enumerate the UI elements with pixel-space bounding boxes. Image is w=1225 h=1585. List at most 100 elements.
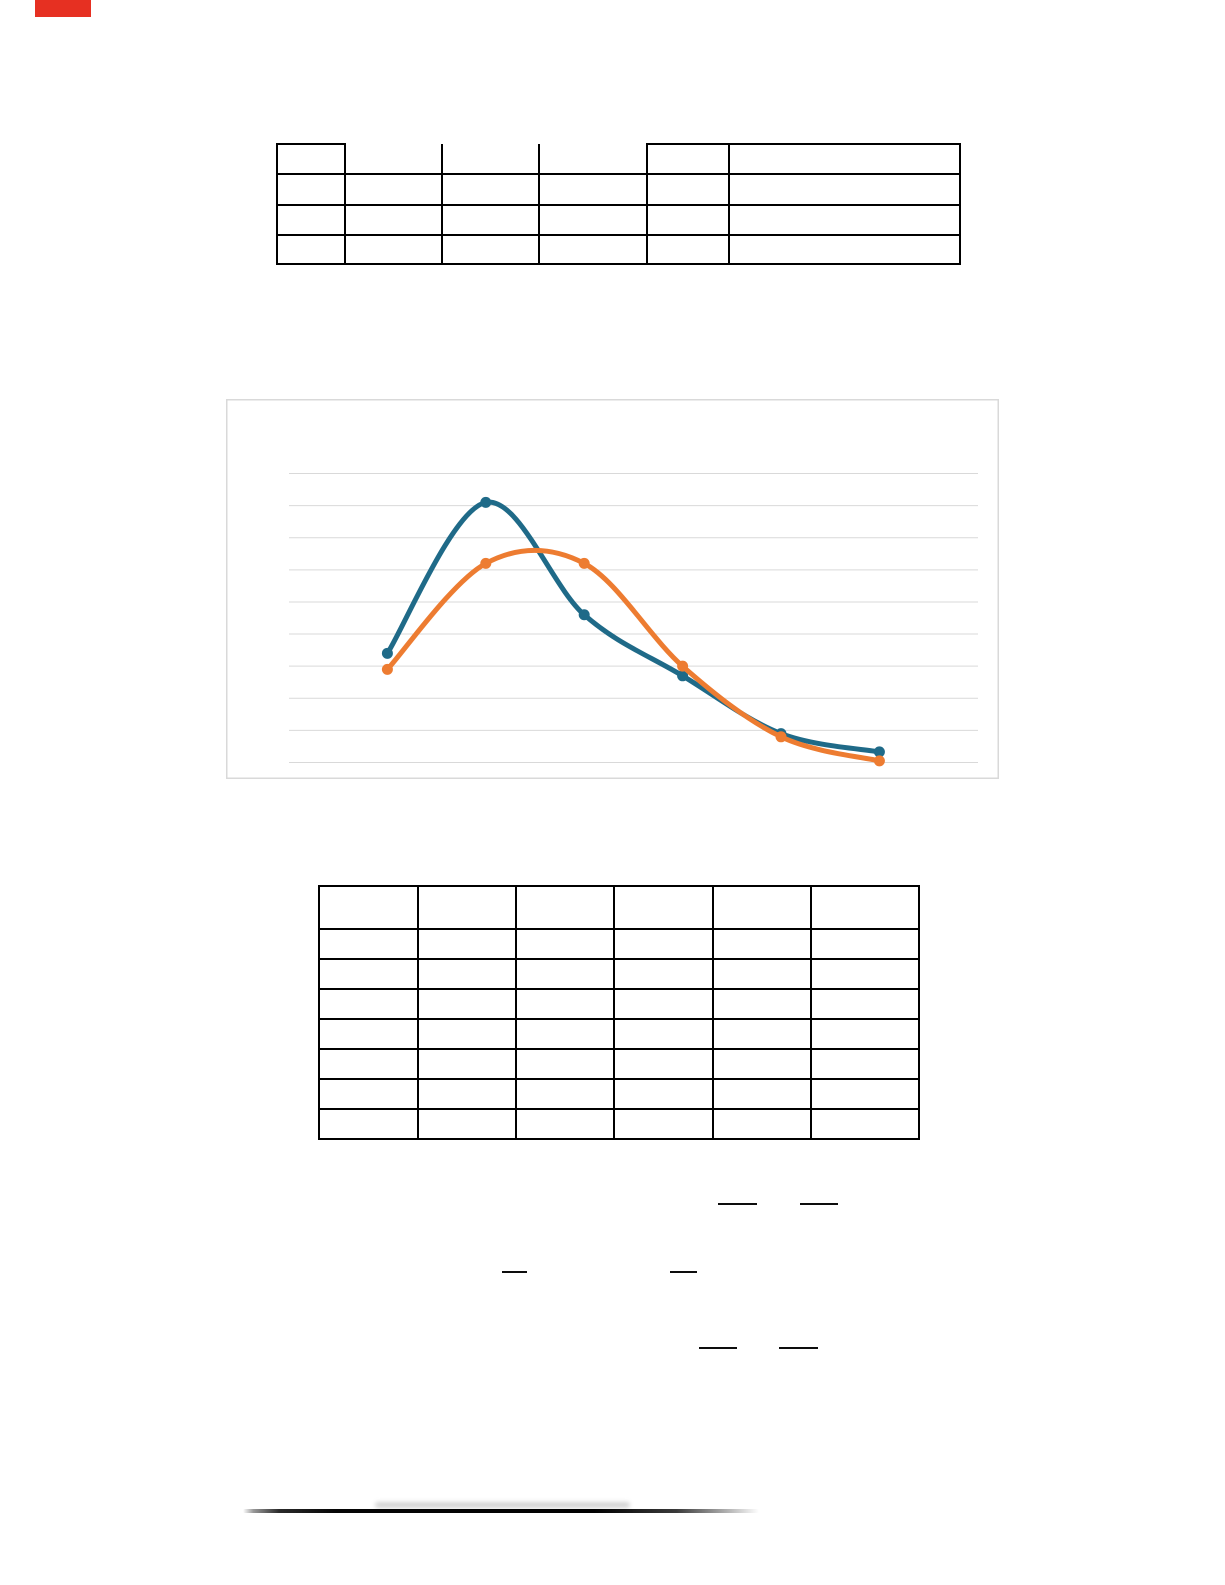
table-cell xyxy=(728,173,961,206)
series-blue-line xyxy=(384,499,882,755)
red-marker xyxy=(35,0,91,17)
table-cell xyxy=(810,1078,920,1110)
table-cell xyxy=(276,173,346,206)
series-blue-point xyxy=(480,496,492,508)
chart-border xyxy=(226,399,999,779)
table-cell xyxy=(515,1048,615,1080)
top-table xyxy=(276,143,961,265)
table-cell xyxy=(318,1078,419,1110)
series-blue-point xyxy=(677,670,689,682)
table-cell xyxy=(441,234,540,265)
fraction-bar xyxy=(699,1347,737,1349)
table-cell xyxy=(417,1108,517,1140)
series-orange-point xyxy=(775,731,787,743)
table-cell xyxy=(276,204,346,236)
table-row xyxy=(318,1108,920,1140)
table-cell xyxy=(318,928,419,960)
table-cell xyxy=(712,1018,812,1050)
table-cell xyxy=(515,988,615,1020)
table-cell xyxy=(318,885,419,930)
table-cell xyxy=(646,173,730,206)
series-orange-point xyxy=(578,557,590,569)
bottom-table xyxy=(318,885,920,1140)
table-cell xyxy=(712,885,812,930)
table-cell xyxy=(712,1048,812,1080)
series-orange-point xyxy=(873,755,885,767)
table-cell xyxy=(712,958,812,990)
table-cell xyxy=(810,958,920,990)
table-cell xyxy=(613,1108,714,1140)
series-orange-point xyxy=(381,663,393,675)
table-cell xyxy=(276,234,346,265)
table-cell xyxy=(712,1078,812,1110)
table-cell xyxy=(515,928,615,960)
table-cell xyxy=(276,143,346,175)
series-blue-point xyxy=(873,746,885,758)
table-cell xyxy=(318,1108,419,1140)
series-orange-point xyxy=(677,660,689,672)
table-row xyxy=(318,928,920,960)
table-row xyxy=(276,204,961,236)
table-cell xyxy=(417,885,517,930)
table-cell xyxy=(728,204,961,236)
series-blue-point xyxy=(381,647,393,659)
fraction-bar xyxy=(718,1203,757,1205)
table-cell xyxy=(515,1078,615,1110)
table-cell xyxy=(613,1048,714,1080)
table-cell xyxy=(515,958,615,990)
table-cell xyxy=(613,928,714,960)
table-cell xyxy=(417,928,517,960)
table-cell xyxy=(417,988,517,1020)
table-cell xyxy=(613,1018,714,1050)
table-cell xyxy=(417,1018,517,1050)
series-orange-line xyxy=(384,547,882,764)
table-cell xyxy=(810,885,920,930)
table-cell xyxy=(646,204,730,236)
table-row xyxy=(276,143,961,175)
table-row xyxy=(276,234,961,265)
table-row xyxy=(318,1018,920,1050)
table-cell xyxy=(712,1108,812,1140)
series-blue-point xyxy=(578,609,590,621)
table-cell xyxy=(538,144,648,175)
table-cell xyxy=(515,1108,615,1140)
table-row xyxy=(318,1048,920,1080)
chart-canvas xyxy=(226,399,999,779)
table-cell xyxy=(538,204,648,236)
table-cell xyxy=(318,988,419,1020)
table-row xyxy=(318,1078,920,1110)
table-cell xyxy=(417,1048,517,1080)
table-cell xyxy=(646,143,730,175)
table-cell xyxy=(318,1048,419,1080)
table-cell xyxy=(441,144,540,175)
table-cell xyxy=(613,958,714,990)
table-row xyxy=(276,173,961,206)
fraction-bar xyxy=(502,1271,527,1273)
table-cell xyxy=(538,234,648,265)
series-orange-point xyxy=(480,557,492,569)
table-cell xyxy=(613,988,714,1020)
bottom-rule xyxy=(243,1509,759,1513)
table-cell xyxy=(810,1108,920,1140)
table-cell xyxy=(810,928,920,960)
table-cell xyxy=(613,1078,714,1110)
table-cell xyxy=(810,1018,920,1050)
table-cell xyxy=(728,234,961,265)
table-cell xyxy=(417,1078,517,1110)
table-cell xyxy=(712,988,812,1020)
table-cell xyxy=(344,234,443,265)
table-cell xyxy=(441,204,540,236)
fraction-bar xyxy=(779,1347,818,1349)
table-cell xyxy=(515,885,615,930)
table-cell xyxy=(810,1048,920,1080)
bottom-rule-smear xyxy=(375,1502,630,1508)
table-cell xyxy=(712,928,812,960)
table-cell xyxy=(417,958,517,990)
table-row xyxy=(318,988,920,1020)
table-cell xyxy=(646,234,730,265)
line-chart xyxy=(226,399,999,779)
table-cell xyxy=(515,1018,615,1050)
table-cell xyxy=(810,988,920,1020)
table-cell xyxy=(728,143,961,175)
